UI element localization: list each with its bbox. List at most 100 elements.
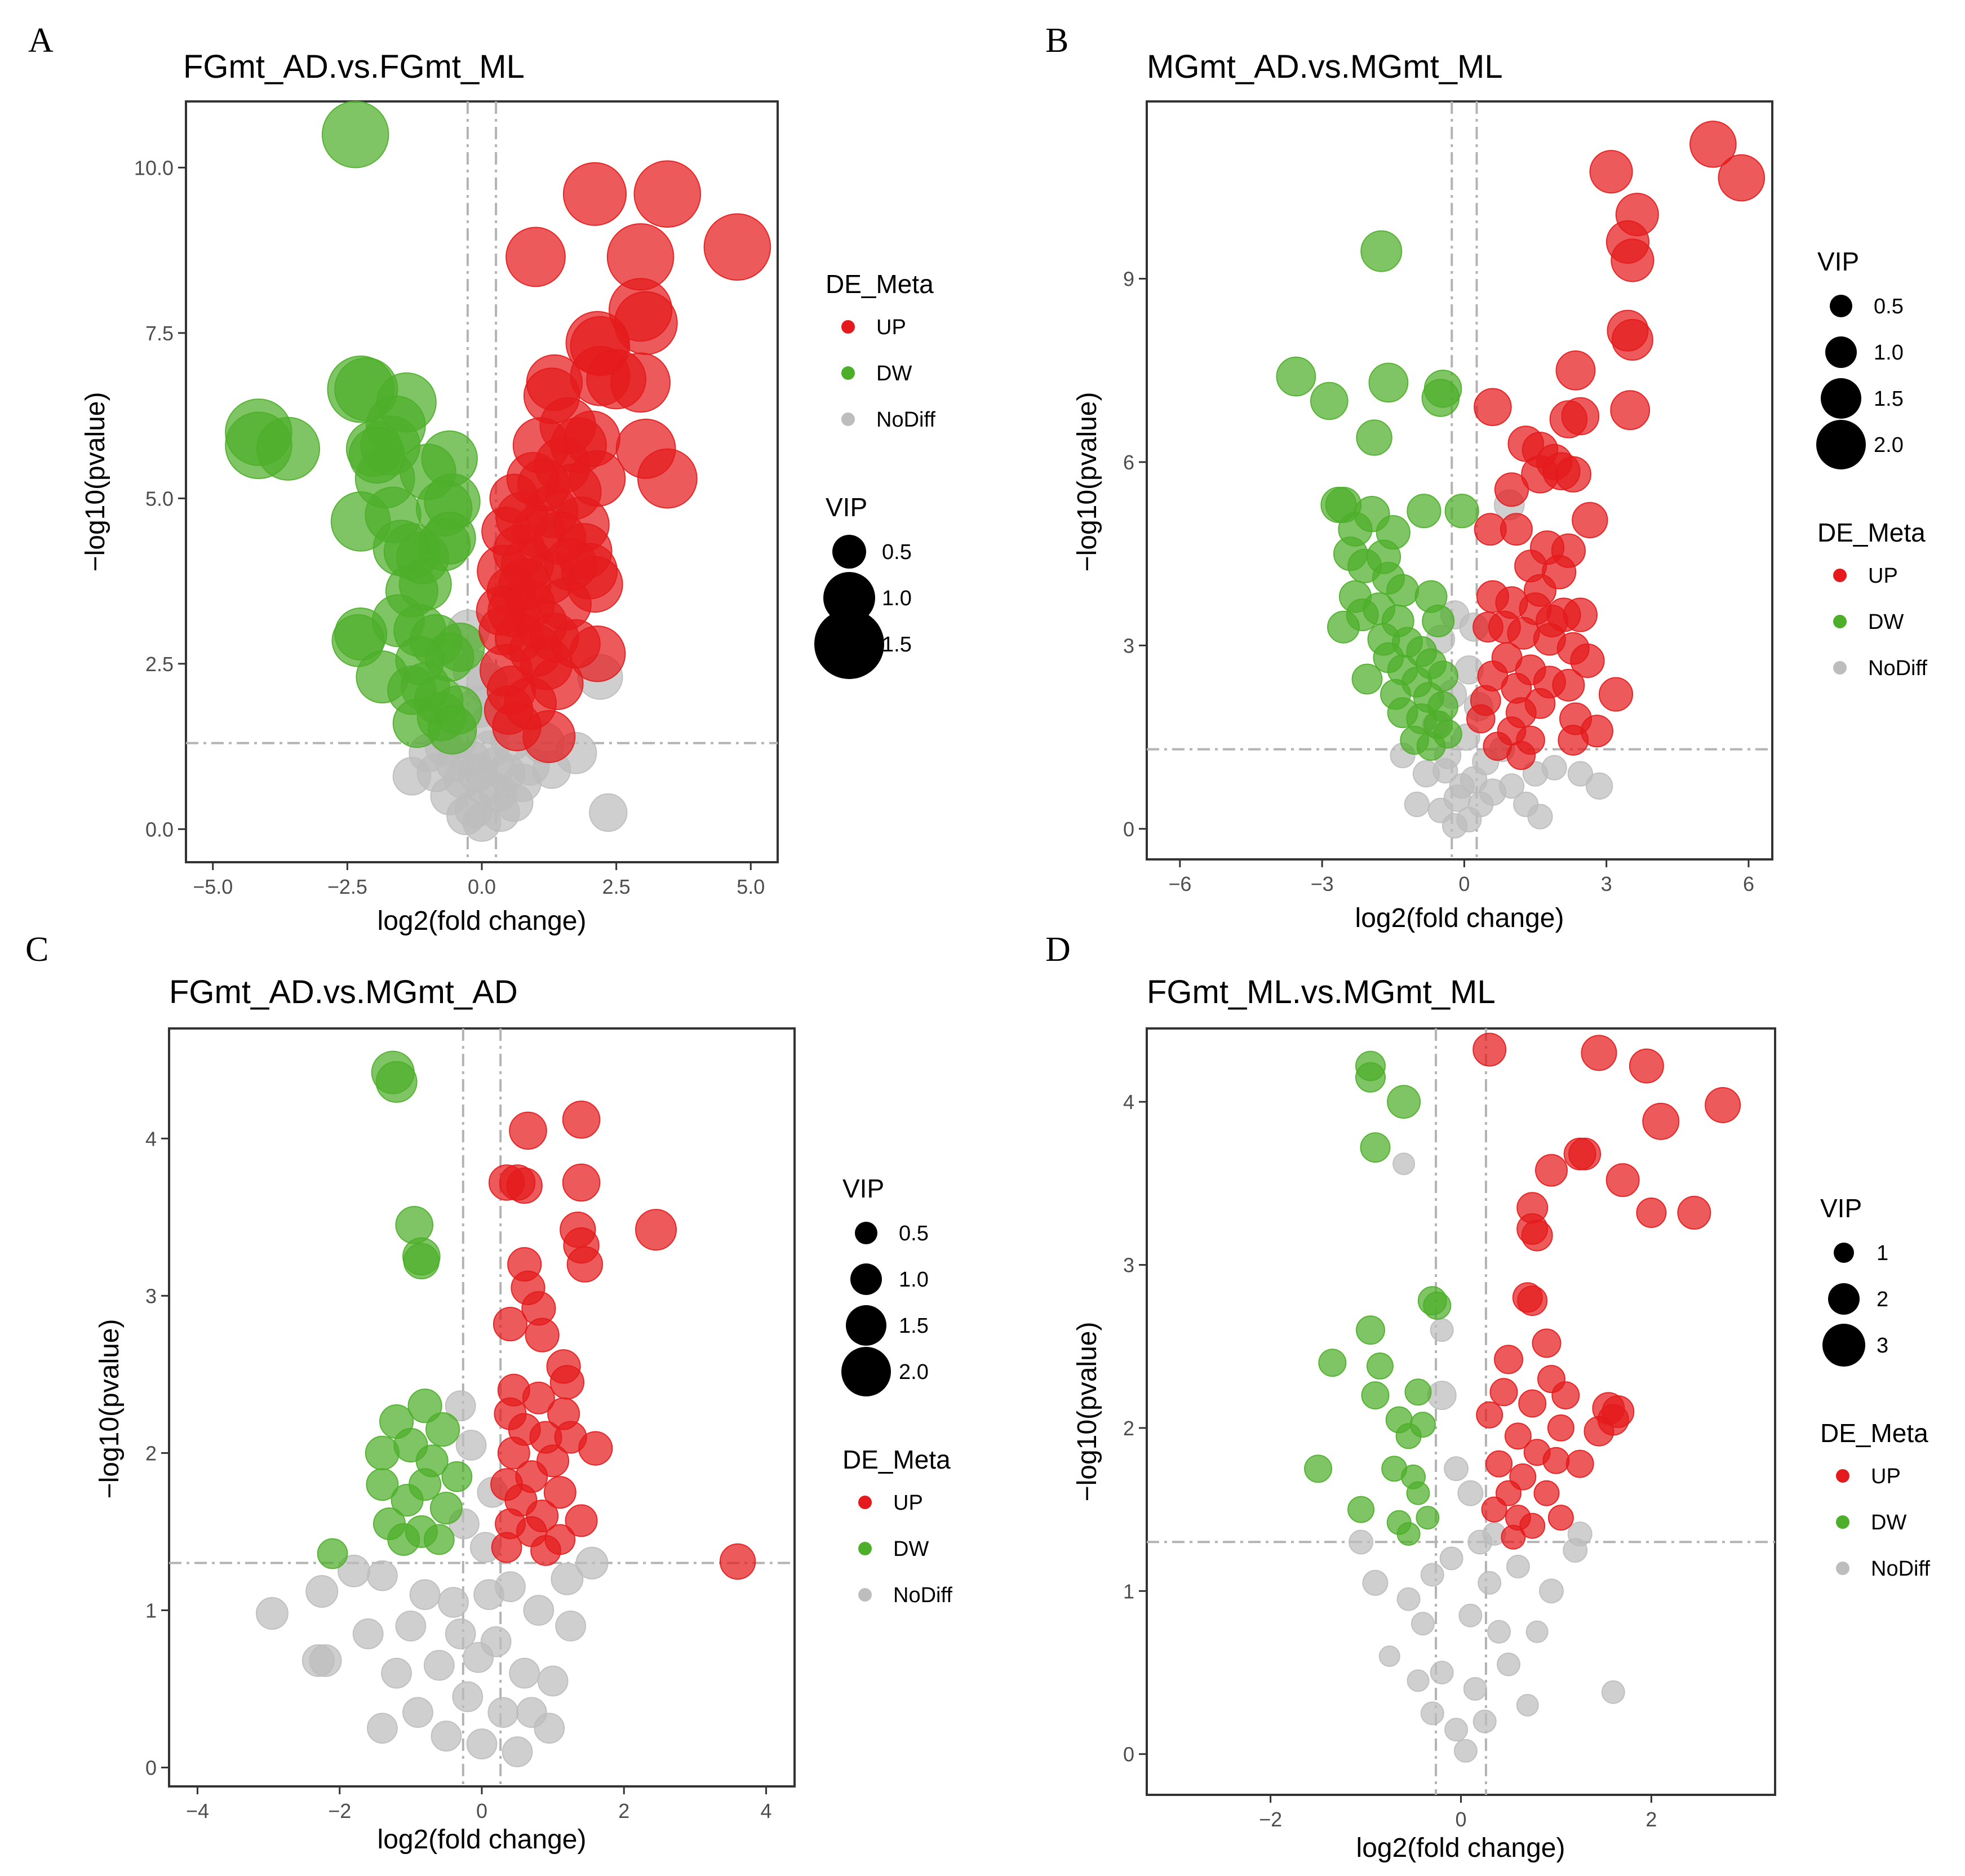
data-point-nodiff [255,1597,289,1630]
panel-c: C FGmt_AD.vs.MGmt_AD −4 −2 0 2 4 0 1 2 3 4 log2(f… [25,930,952,1855]
legend-label-dw: DW [1871,1511,1906,1534]
data-point-up [1501,1524,1526,1550]
data-point-dw [1421,379,1460,417]
data-point-nodiff [395,1611,427,1642]
data-point-up [1518,1389,1547,1418]
y-tick-label: 7.5 [145,322,174,345]
data-point-dw [348,427,406,484]
data-point-up [1598,677,1634,712]
data-point-nodiff [1541,755,1567,780]
data-point-nodiff [455,1430,487,1461]
data-point-up [637,448,698,509]
data-point-nodiff [502,1736,533,1768]
legend-label-up: UP [893,1491,923,1515]
legend-label-vip: 2.0 [1874,433,1904,457]
data-point-up [1572,502,1608,539]
x-tick-label: −2 [328,1799,351,1822]
chart-title: FGmt_ML.vs.MGmt_ML [1147,974,1496,1010]
data-point-dw [1356,419,1392,456]
data-point-nodiff [1444,1456,1469,1482]
x-axis-label: log2(fold change) [378,1825,587,1855]
data-point-nodiff [1463,1677,1487,1701]
data-point-up [1533,1480,1560,1506]
panel-d: D FGmt_ML.vs.MGmt_ML −2 0 2 0 1 2 3 4 log2(fold… [1045,930,1930,1863]
data-point-nodiff [1458,1603,1483,1627]
data-point-nodiff [1498,773,1525,799]
data-point-up [1476,1401,1503,1429]
data-point-nodiff [1442,813,1468,839]
data-point-up [1524,574,1556,607]
legend-label-vip: 0.5 [1874,295,1904,318]
x-tick-label: −5.0 [193,875,233,898]
legend-size-swatch [846,1305,886,1346]
y-axis-label: −log10(pvalue) [1072,392,1102,572]
data-point-up [1521,1219,1553,1252]
data-point-nodiff [473,1579,504,1611]
data-point-dw [425,1412,460,1447]
data-point-up [1536,605,1568,637]
data-point-dw [441,1461,473,1492]
legend-label-up: UP [1871,1465,1901,1488]
data-point-dw [1396,1522,1421,1546]
data-point-up [635,1209,677,1251]
y-tick-label: 0 [1123,1743,1134,1766]
data-point-nodiff [1539,1578,1564,1604]
data-point-up [1535,1154,1568,1187]
data-point-dw [1360,230,1403,272]
data-point-nodiff [1439,1546,1463,1571]
data-point-up [1581,1035,1617,1071]
data-point-up [562,1163,601,1202]
panel-b: B MGmt_AD.vs.MGmt_ML −6 −3 0 3 6 0 3 6 9 log2(fo… [1045,21,1927,933]
data-point-nodiff [1410,1612,1435,1636]
data-point-up [569,450,626,507]
data-point-nodiff [509,1657,540,1689]
data-point-up [1472,611,1503,643]
data-point-nodiff [1585,772,1613,800]
data-point-up [1583,1416,1614,1447]
data-point-nodiff [1427,1381,1457,1411]
y-tick-label: 4 [145,1127,157,1150]
data-point-up [578,1431,613,1466]
data-point-up [1611,238,1654,282]
legend-label-vip: 0.5 [882,540,912,564]
legend-size-swatch [1821,378,1861,419]
data-point-dw [407,1389,442,1423]
data-point-dw [1387,1085,1421,1119]
data-point-dw [1310,382,1349,420]
legend-size-swatch [855,1222,877,1244]
data-point-up [509,1111,547,1150]
legend-label-vip: 1.0 [882,587,912,610]
legend-label-vip: 3 [1877,1334,1888,1358]
x-tick-label: 0.0 [468,875,496,898]
legend-size-swatch [832,535,866,569]
data-point-up [1705,1087,1741,1123]
legend-swatch-nodiff [841,413,855,426]
legend-size-swatch [1816,420,1866,469]
data-point-up [1466,704,1496,734]
data-point-nodiff [551,1562,584,1595]
data-point-dw [1366,1352,1394,1380]
data-point-up [1494,472,1529,507]
data-point-nodiff [409,1579,441,1611]
x-axis-label: log2(fold change) [378,906,587,936]
data-point-dw [1407,494,1441,529]
legend-size-swatch [1834,1243,1854,1263]
legend-swatch-up [841,320,855,334]
data-point-nodiff [1444,1718,1469,1742]
legend-label-vip: 2.0 [899,1360,929,1384]
data-point-dw [375,1061,418,1103]
data-point-nodiff [516,1697,547,1728]
data-point-up [1677,1196,1711,1230]
y-tick-label: 5.0 [145,487,174,510]
data-point-up [1610,390,1651,431]
data-point-up [491,1532,522,1563]
data-point-up [1472,1032,1507,1067]
data-point-up [565,1504,598,1537]
data-point-up [703,213,771,281]
data-point-dw [317,1538,348,1569]
legend-size-swatch [1822,1324,1865,1367]
data-point-nodiff [1513,791,1539,818]
y-tick-label: 0.0 [145,818,174,841]
data-point-dw [1318,1349,1347,1377]
